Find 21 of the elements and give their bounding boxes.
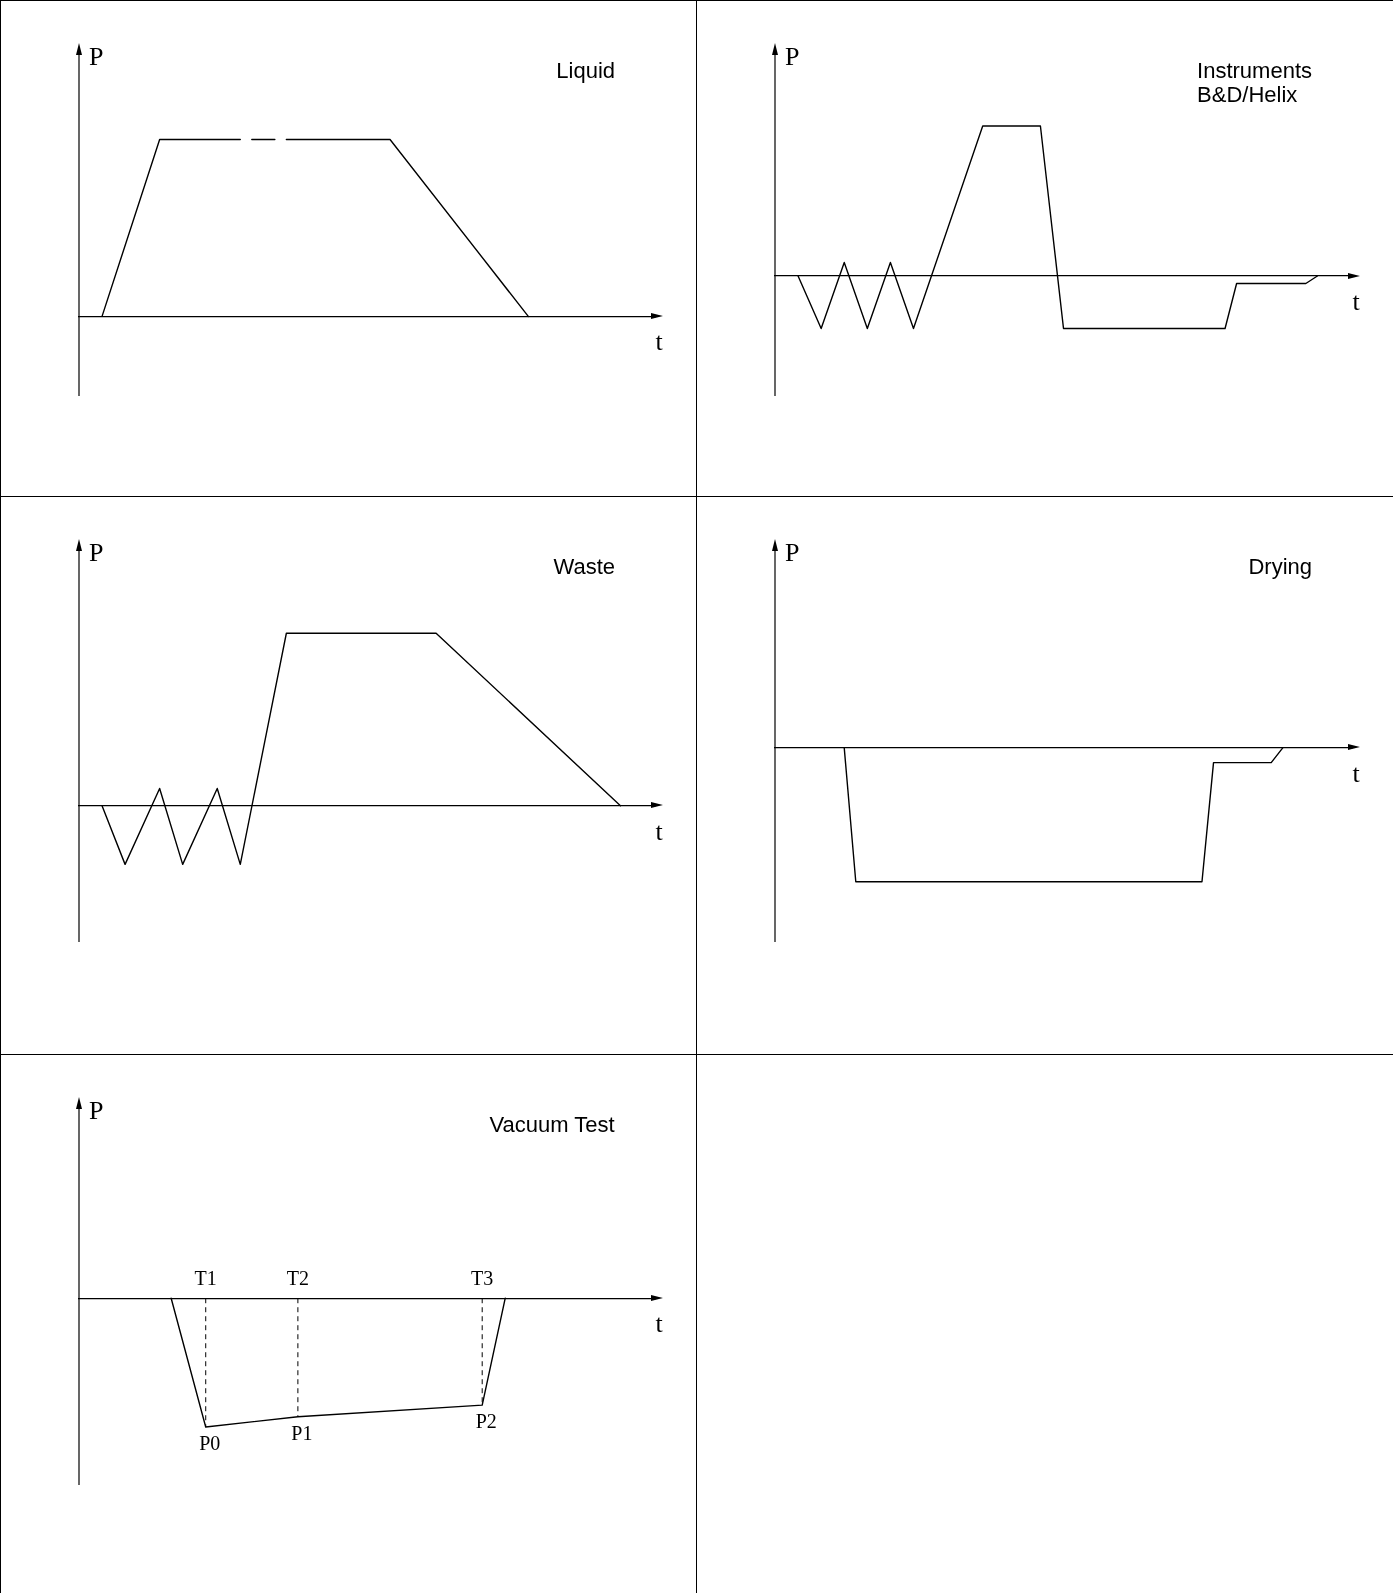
x-tick-label: T2: [286, 1266, 309, 1289]
ref-line-label: P1: [290, 1421, 312, 1444]
x-axis-title: t: [654, 816, 663, 846]
chart-title: Liquid: [555, 57, 615, 83]
ref-line-label: P2: [475, 1409, 497, 1432]
y-axis-title: P: [88, 1095, 103, 1125]
y-axis-title: P: [784, 537, 799, 567]
chart-title: Drying: [1247, 553, 1312, 579]
x-tick-label: T3: [470, 1266, 493, 1289]
chart-title: Instruments B&D/Helix: [1196, 57, 1312, 107]
y-axis-title: P: [88, 41, 103, 71]
chart-title: Vacuum Test: [488, 1111, 615, 1137]
y-axis-title: P: [784, 41, 799, 71]
x-tick-label: T1: [194, 1266, 217, 1289]
x-axis-title: t: [654, 326, 663, 356]
y-axis-title: P: [88, 537, 103, 567]
chart-title: Waste: [552, 553, 615, 579]
ref-line-label: P0: [198, 1431, 220, 1454]
x-axis-title: t: [1351, 758, 1360, 788]
x-axis-title: t: [1351, 286, 1360, 316]
x-axis-title: t: [654, 1308, 663, 1338]
